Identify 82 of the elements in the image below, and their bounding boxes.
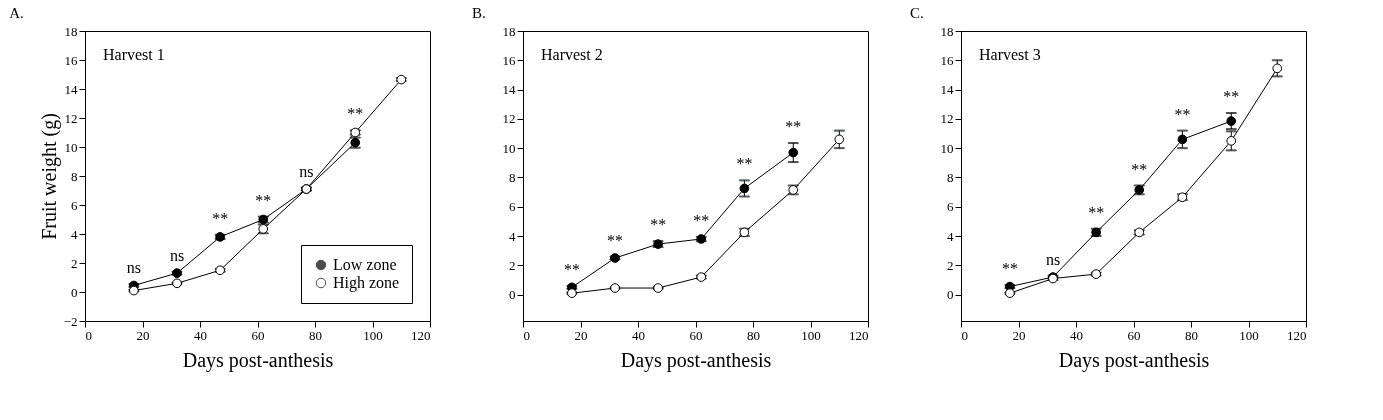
y-tick-label: 8	[71, 168, 78, 184]
x-tick-label: 40	[632, 327, 645, 343]
y-tick-label: 2	[71, 255, 78, 271]
y-tick-label: 4	[71, 226, 78, 242]
y-tick-label: 6	[509, 199, 516, 215]
x-tick-label: 120	[1287, 327, 1307, 343]
annotation: **	[1001, 260, 1018, 278]
x-tick-label: 100	[1239, 327, 1259, 343]
annotation: **	[212, 209, 229, 227]
legend-label: High zone	[333, 274, 400, 292]
y-tick-label: 0	[947, 287, 954, 303]
y-tick-label: 10	[502, 140, 516, 156]
annotation: **	[693, 211, 710, 229]
x-axis-title: Days post-anthesis	[1058, 348, 1210, 372]
y-tick-label: 10	[64, 139, 78, 155]
x-tick-label: 120	[849, 327, 869, 343]
y-tick-label: 10	[940, 140, 954, 156]
x-tick-label: 60	[251, 327, 265, 343]
y-tick-label: 16	[64, 52, 78, 68]
annotation: **	[650, 216, 667, 234]
y-tick-label: 14	[940, 82, 954, 98]
y-tick-label: 18	[940, 23, 954, 39]
x-tick-label: 80	[1185, 327, 1198, 343]
annotation: Harvest 2	[541, 46, 603, 63]
annotation: Harvest 3	[979, 46, 1041, 63]
y-tick-label: 2	[509, 257, 516, 273]
x-tick-label: 40	[1070, 327, 1083, 343]
y-tick-label: 18	[502, 23, 516, 39]
x-tick-label: 40	[194, 327, 207, 343]
x-tick-label: 100	[801, 327, 821, 343]
x-tick-label: 0	[85, 327, 92, 343]
chart-title: A.	[9, 5, 24, 21]
y-tick-label: 0	[71, 284, 78, 300]
y-tick-label: 14	[502, 82, 516, 98]
y-tick-label: −2	[63, 313, 78, 329]
annotation: ns	[126, 259, 141, 277]
y-tick-label: 2	[947, 257, 954, 273]
legend-label: Low zone	[333, 256, 397, 273]
y-tick-label: 12	[502, 111, 516, 127]
annotation: ns	[1045, 250, 1061, 268]
x-tick-label: 80	[309, 327, 322, 343]
x-tick-label: 20	[1012, 327, 1026, 343]
x-tick-label: 60	[1127, 327, 1141, 343]
chart-title: C.	[910, 5, 924, 21]
x-tick-label: 20	[136, 327, 150, 343]
y-tick-label: 8	[947, 169, 954, 185]
y-tick-label: 8	[509, 169, 516, 185]
annotation: **	[1223, 88, 1240, 106]
y-tick-label: 12	[64, 110, 78, 126]
annotation: ns	[169, 246, 185, 264]
y-tick-label: 18	[64, 23, 78, 39]
annotation: Harvest 1	[103, 46, 165, 63]
x-axis-title: Days post-anthesis	[182, 348, 334, 372]
x-tick-label: 60	[689, 327, 703, 343]
y-tick-label: 12	[940, 111, 954, 127]
y-tick-label: 6	[71, 197, 78, 213]
annotation: **	[736, 155, 753, 173]
y-tick-label: 4	[947, 228, 954, 244]
y-tick-label: 14	[64, 81, 78, 97]
x-tick-label: 20	[574, 327, 588, 343]
annotation: **	[607, 231, 623, 249]
annotation: **	[785, 118, 802, 136]
x-tick-label: 80	[747, 327, 760, 343]
x-axis-title: Days post-anthesis	[620, 348, 772, 372]
x-tick-label: 100	[363, 327, 383, 343]
annotation: **	[563, 260, 580, 278]
annotation: **	[347, 105, 364, 123]
annotation: **	[1174, 105, 1191, 123]
annotation: **	[1131, 160, 1148, 178]
x-tick-label: 120	[411, 327, 431, 343]
y-tick-label: 4	[509, 228, 516, 244]
y-tick-label: 16	[502, 52, 516, 68]
annotation: **	[255, 191, 272, 209]
y-tick-label: 16	[940, 52, 954, 68]
x-tick-label: 0	[523, 327, 530, 343]
annotation: **	[1088, 203, 1105, 221]
chart-title: B.	[472, 5, 486, 21]
x-tick-label: 0	[961, 327, 968, 343]
y-axis-title: Fruit weight (g)	[37, 113, 61, 240]
annotation: ns	[299, 162, 314, 180]
y-tick-label: 6	[947, 199, 954, 215]
y-tick-label: 0	[509, 287, 516, 303]
